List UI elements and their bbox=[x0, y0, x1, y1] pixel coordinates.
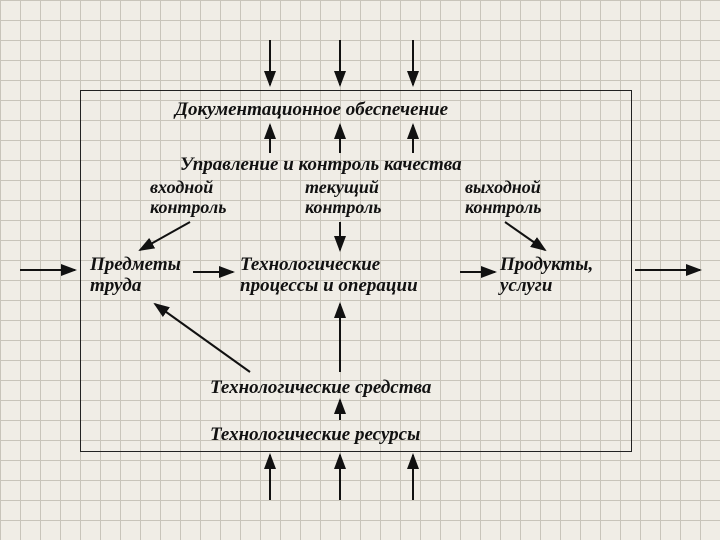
label-products: Продукты, услуги bbox=[500, 255, 593, 297]
label-processes: Технологические процессы и операции bbox=[240, 255, 418, 297]
label-means: Технологические средства bbox=[210, 378, 431, 399]
label-doc: Документационное обеспечение bbox=[175, 100, 448, 121]
label-out_ctrl: выходной контроль bbox=[465, 178, 541, 218]
label-subjects: Предметы труда bbox=[90, 255, 181, 297]
label-manage: Управление и контроль качества bbox=[180, 155, 462, 176]
label-cur_ctrl: текущий контроль bbox=[305, 178, 381, 218]
label-resources: Технологические ресурсы bbox=[210, 425, 420, 446]
label-in_ctrl: входной контроль bbox=[150, 178, 226, 218]
